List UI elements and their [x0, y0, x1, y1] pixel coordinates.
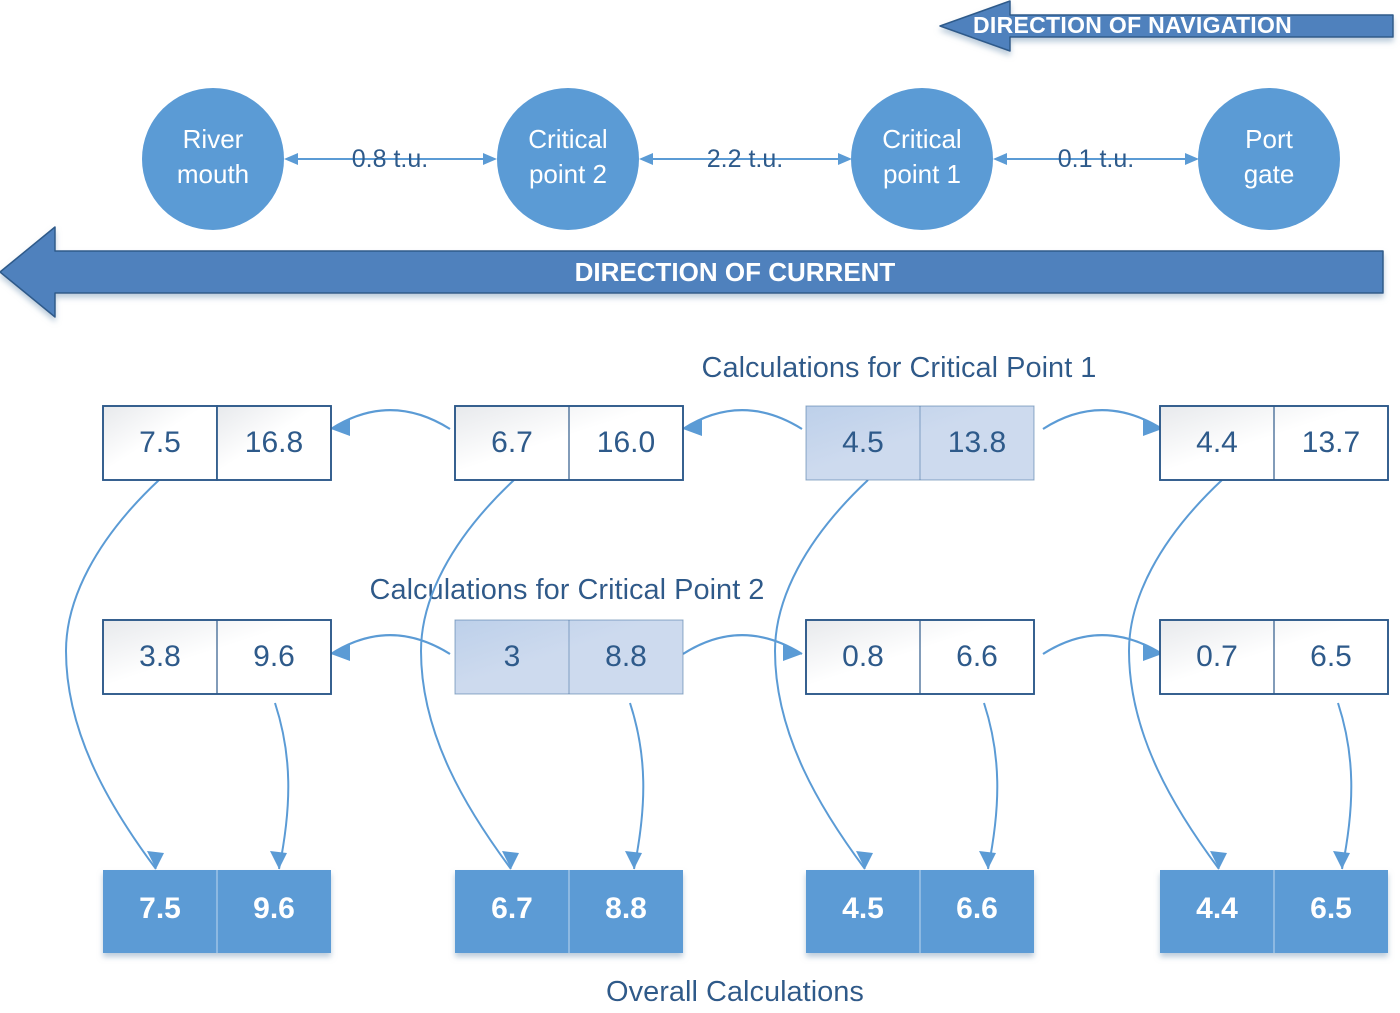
svg-text:8.8: 8.8 — [605, 892, 647, 925]
svg-text:Overall Calculations: Overall Calculations — [606, 976, 864, 1008]
svg-text:point 2: point 2 — [529, 159, 607, 189]
svg-text:8.8: 8.8 — [605, 640, 647, 673]
svg-text:gate: gate — [1244, 159, 1295, 189]
svg-text:13.8: 13.8 — [948, 426, 1006, 459]
svg-text:0.8: 0.8 — [842, 640, 884, 673]
svg-text:6.6: 6.6 — [956, 640, 998, 673]
svg-text:3.8: 3.8 — [139, 640, 181, 673]
svg-text:0.7: 0.7 — [1196, 640, 1238, 673]
svg-text:6.5: 6.5 — [1310, 640, 1352, 673]
svg-text:6.7: 6.7 — [491, 892, 533, 925]
svg-text:6.5: 6.5 — [1310, 892, 1352, 925]
svg-text:4.5: 4.5 — [842, 892, 884, 925]
svg-text:4.4: 4.4 — [1196, 426, 1238, 459]
svg-text:7.5: 7.5 — [139, 892, 181, 925]
svg-text:DIRECTION OF NAVIGATION: DIRECTION OF NAVIGATION — [973, 12, 1292, 38]
svg-text:3: 3 — [504, 640, 521, 673]
svg-text:13.7: 13.7 — [1302, 426, 1360, 459]
svg-text:DIRECTION OF CURRENT: DIRECTION OF CURRENT — [575, 257, 896, 287]
svg-text:4.5: 4.5 — [842, 426, 884, 459]
svg-text:16.8: 16.8 — [245, 426, 303, 459]
svg-text:River: River — [183, 124, 244, 154]
svg-text:9.6: 9.6 — [253, 892, 295, 925]
svg-text:6.6: 6.6 — [956, 892, 998, 925]
svg-text:Critical: Critical — [528, 124, 607, 154]
svg-text:2.2 t.u.: 2.2 t.u. — [707, 145, 783, 173]
svg-text:Port: Port — [1245, 124, 1293, 154]
svg-text:4.4: 4.4 — [1196, 892, 1238, 925]
svg-text:16.0: 16.0 — [597, 426, 655, 459]
svg-text:0.1 t.u.: 0.1 t.u. — [1058, 145, 1134, 173]
svg-text:0.8 t.u.: 0.8 t.u. — [352, 145, 428, 173]
svg-text:mouth: mouth — [177, 159, 249, 189]
svg-text:6.7: 6.7 — [491, 426, 533, 459]
svg-text:point 1: point 1 — [883, 159, 961, 189]
svg-text:Critical: Critical — [882, 124, 961, 154]
svg-text:Calculations for Critical Poin: Calculations for Critical Point 1 — [702, 352, 1097, 384]
svg-text:7.5: 7.5 — [139, 426, 181, 459]
svg-text:9.6: 9.6 — [253, 640, 295, 673]
